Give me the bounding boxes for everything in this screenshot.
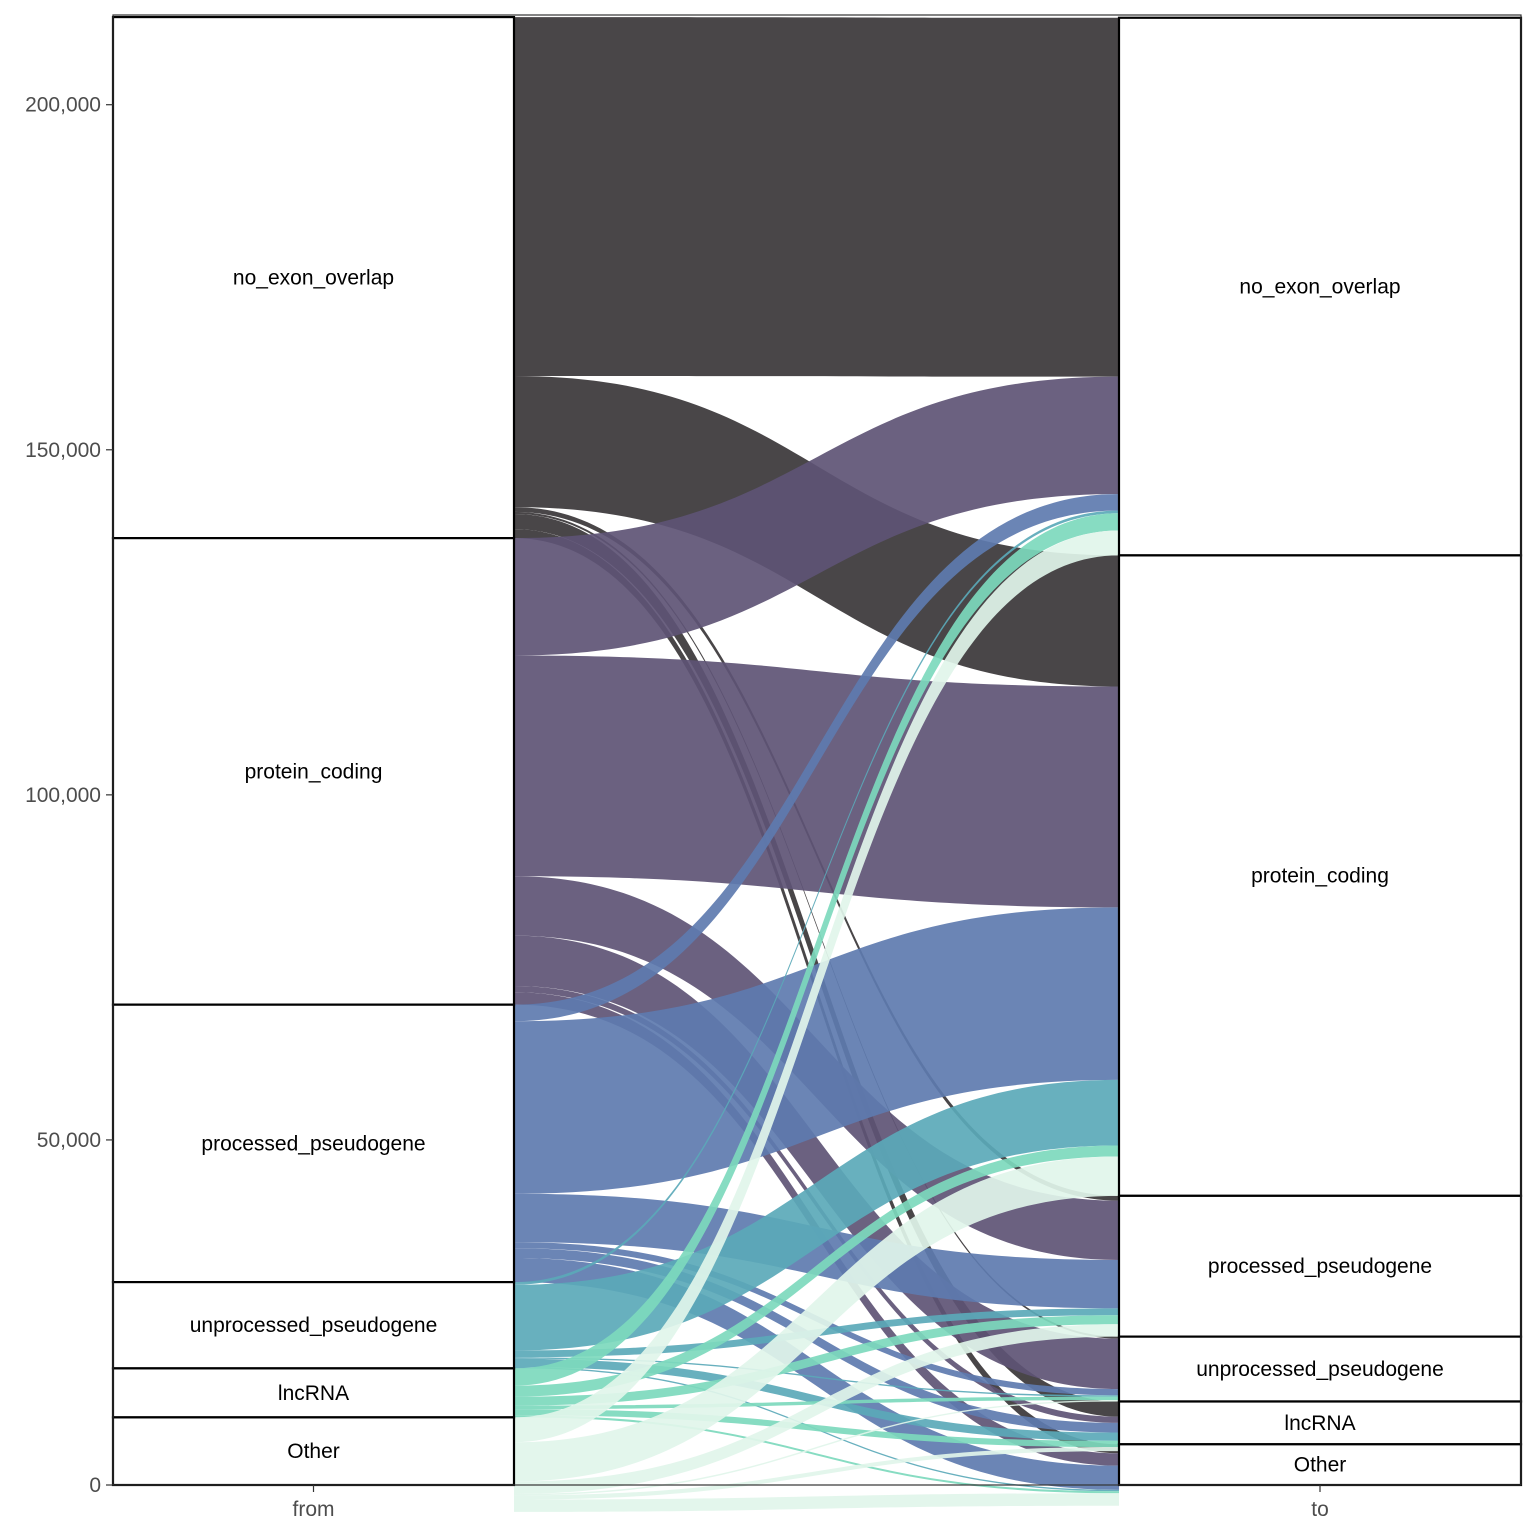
- flow-other-to-no-exon-overlap: [514, 530, 1119, 1443]
- flow-unprocessed-pseudogene-to-lncrna: [514, 1358, 1119, 1441]
- flow-no-exon-overlap-to-unprocessed-pseudogene: [514, 511, 1119, 1339]
- flow-lncrna-to-other: [514, 1415, 1119, 1494]
- flow-lncrna-to-processed-pseudogene: [514, 1315, 1119, 1406]
- to-stratum-lncrna: [1117, 1400, 1523, 1446]
- flow-processed-pseudogene-to-lncrna: [514, 1248, 1119, 1433]
- flow-protein-coding-to-unprocessed-pseudogene: [514, 935, 1119, 1390]
- flow-protein-coding-to-protein-coding: [514, 655, 1119, 908]
- y-tick-label: 100,000: [25, 784, 101, 807]
- flow-unprocessed-pseudogene-to-unprocessed-pseudogene: [514, 1357, 1119, 1397]
- from-stratum-other: [111, 1416, 516, 1487]
- flow-other-to-other: [514, 1493, 1119, 1512]
- to-stratum-label-unprocessed-pseudogene: unprocessed_pseudogene: [1196, 1358, 1444, 1381]
- flow-lncrna-to-protein-coding: [514, 1145, 1119, 1397]
- from-stratum-label-lncrna: lncRNA: [278, 1382, 349, 1405]
- flow-lncrna-to-no-exon-overlap: [514, 513, 1119, 1386]
- x-tick-label-from: from: [293, 1498, 335, 1521]
- y-tick-label: 200,000: [25, 94, 101, 117]
- flow-processed-pseudogene-to-no-exon-overlap: [514, 493, 1119, 1022]
- to-stratum-no-exon-overlap: [1117, 16, 1523, 557]
- panel-border: [112, 14, 1522, 1486]
- y-tick-label: 0: [89, 1474, 101, 1497]
- to-stratum-other: [1117, 1443, 1523, 1487]
- flow-other-to-lncrna: [514, 1447, 1119, 1500]
- flow-other-to-unprocessed-pseudogene: [514, 1400, 1119, 1496]
- flow-protein-coding-to-no-exon-overlap: [514, 376, 1119, 656]
- x-tick-label-to: to: [1311, 1498, 1329, 1521]
- from-stratum-label-unprocessed-pseudogene: unprocessed_pseudogene: [190, 1314, 438, 1337]
- y-tick-label: 50,000: [37, 1129, 101, 1152]
- from-stratum-label-other: Other: [287, 1440, 340, 1463]
- flow-other-to-processed-pseudogene: [514, 1324, 1119, 1494]
- y-tick-label: 150,000: [25, 439, 101, 462]
- from-stratum-label-protein-coding: protein_coding: [245, 760, 383, 783]
- to-stratum-label-no-exon-overlap: no_exon_overlap: [1239, 276, 1400, 299]
- from-stratum-processed-pseudogene: [111, 1003, 516, 1284]
- to-stratum-label-protein-coding: protein_coding: [1251, 865, 1389, 888]
- to-stratum-protein-coding: [1117, 554, 1523, 1197]
- flow-no-exon-overlap-to-no-exon-overlap: [514, 17, 1119, 377]
- to-stratum-label-processed-pseudogene: processed_pseudogene: [1208, 1255, 1432, 1278]
- flow-other-to-protein-coding: [514, 1156, 1119, 1482]
- to-stratum-unprocessed-pseudogene: [1117, 1335, 1523, 1403]
- to-stratum-label-lncrna: lncRNA: [1284, 1412, 1355, 1435]
- from-stratum-label-no-exon-overlap: no_exon_overlap: [233, 267, 394, 290]
- flow-processed-pseudogene-to-protein-coding: [514, 907, 1119, 1194]
- strata-layer: no_exon_overlap protein_coding processed_p…: [111, 15, 1523, 1487]
- flow-processed-pseudogene-to-other: [514, 1257, 1119, 1490]
- axis-layer: 0 50,000 100,000 150,000 200,000 from to: [25, 94, 1329, 1521]
- from-stratum-no-exon-overlap: [111, 15, 516, 540]
- flow-layer: [514, 17, 1119, 1512]
- from-stratum-label-processed-pseudogene: processed_pseudogene: [201, 1132, 425, 1155]
- from-stratum-protein-coding: [111, 537, 516, 1006]
- flow-processed-pseudogene-to-processed-pseudogene: [514, 1193, 1119, 1309]
- to-stratum-label-other: Other: [1294, 1454, 1347, 1477]
- flow-unprocessed-pseudogene-to-no-exon-overlap: [514, 510, 1119, 1285]
